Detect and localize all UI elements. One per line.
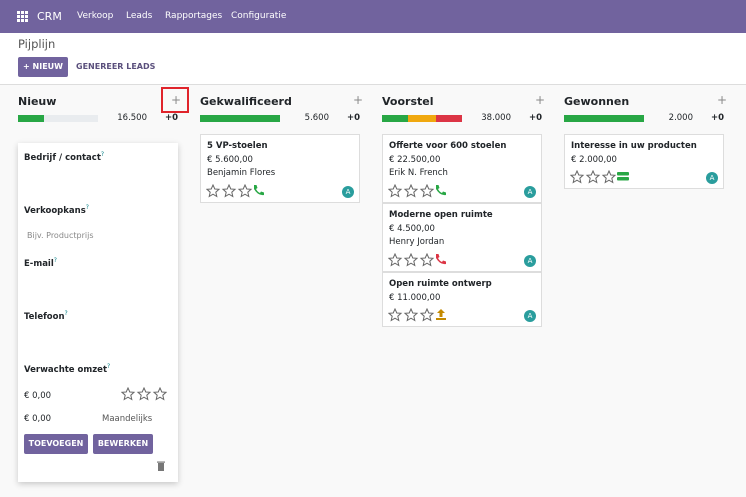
menu-item[interactable]: Configuratie (231, 11, 287, 21)
card-title: Interesse in uw producten (571, 141, 697, 151)
progress-segment[interactable] (564, 115, 644, 122)
progress-bar (18, 115, 98, 122)
help[interactable]: ? (53, 257, 57, 264)
column-amount: 38.000 (481, 113, 511, 123)
progress-segment[interactable] (18, 115, 45, 122)
column-delta: +0 (528, 113, 542, 123)
progress-bar (200, 115, 280, 122)
column-amount: 16.500 (117, 113, 147, 123)
card-amount: € 22.500,00 (389, 155, 441, 165)
lead-card[interactable]: Interesse in uw producten € 2.000,00 A (564, 134, 724, 189)
card-contact: Erik N. French (389, 168, 448, 178)
app-name[interactable]: CRM (37, 10, 62, 23)
column-title: Voorstel (382, 95, 434, 108)
avatar[interactable]: A (524, 255, 536, 267)
column-delta: +0 (346, 113, 360, 123)
apps-icon[interactable] (17, 11, 28, 22)
field-label: Telefoon? (24, 310, 68, 322)
help[interactable]: ? (64, 310, 68, 317)
lead-card[interactable]: Offerte voor 600 stoelen € 22.500,00 Erik … (382, 134, 542, 203)
field-label: Verkoopkans? (24, 204, 89, 216)
card-title: Offerte voor 600 stoelen (389, 141, 507, 151)
card-actions[interactable] (388, 308, 450, 322)
recurring-revenue[interactable]: € 0,00 (24, 414, 52, 424)
label-text: E-mail (24, 258, 54, 269)
card-actions[interactable] (388, 184, 450, 198)
avatar[interactable]: A (524, 310, 536, 322)
quick-add[interactable]: + (717, 93, 728, 107)
progress-segment[interactable] (408, 115, 436, 122)
highlight-box (161, 87, 189, 113)
help[interactable]: ? (107, 363, 111, 370)
card-contact: Benjamin Flores (207, 168, 276, 178)
lead-card[interactable]: 5 VP-stoelen € 5.600,00 Benjamin Flores A (200, 134, 360, 203)
card-actions[interactable] (570, 170, 632, 184)
progress-bar (564, 115, 644, 122)
card-amount: € 2.000,00 (571, 155, 617, 165)
field-label: Bedrijf / contact? (24, 151, 104, 163)
placeholder[interactable]: Bijv. Productprijs (27, 231, 94, 240)
add-button[interactable]: TOEVOEGEN (24, 434, 88, 454)
help[interactable]: ? (85, 204, 89, 211)
column-title: Gekwalificeerd (200, 95, 292, 108)
help[interactable]: ? (100, 151, 105, 158)
menu-item[interactable]: Rapportages (165, 11, 223, 21)
generate-leads-button[interactable]: GENEREER LEADS (76, 62, 156, 71)
card-amount: € 5.600,00 (207, 155, 253, 165)
quick-add[interactable]: + (171, 93, 182, 107)
navbar: CRM Verkoop Leads Rapportages Configurat… (0, 0, 746, 33)
card-amount: € 4.500,00 (389, 224, 435, 234)
label-text: Verkoopkans (24, 205, 86, 216)
column-delta: +0 (710, 113, 724, 123)
label-text: Telefoon (24, 311, 65, 322)
card-amount: € 11.000,00 (389, 293, 441, 303)
quick-add[interactable]: + (535, 93, 546, 107)
priority-stars[interactable] (121, 387, 167, 401)
progress-segment[interactable] (382, 115, 409, 122)
edit-button[interactable]: BEWERKEN (93, 434, 153, 454)
field-label: Verwachte omzet? (24, 363, 110, 375)
column-amount: 5.600 (304, 113, 329, 123)
revenue-value[interactable]: € 0,00 (24, 391, 52, 401)
menu-item[interactable]: Verkoop (77, 11, 114, 21)
breadcrumb: Pijplijn (18, 37, 56, 51)
lead-card[interactable]: Open ruimte ontwerp € 11.000,00 A (382, 272, 542, 327)
new-button[interactable]: + NIEUW (18, 57, 68, 77)
card-actions[interactable] (206, 184, 268, 198)
column-delta: +0 (164, 113, 178, 123)
column-title: Nieuw (18, 95, 57, 108)
column-title: Gewonnen (564, 95, 630, 108)
card-title: 5 VP-stoelen (207, 141, 268, 151)
progress-segment[interactable] (435, 115, 462, 122)
avatar[interactable]: A (342, 186, 354, 198)
card-contact: Henry Jordan (389, 237, 445, 247)
field-label: E-mail? (24, 257, 57, 269)
card-title: Open ruimte ontwerp (389, 279, 492, 289)
card-title: Moderne open ruimte (389, 210, 493, 220)
trash-icon[interactable] (157, 461, 165, 471)
quick-create-form: Bedrijf / contact? Verkoopkans? Bijv. Pr… (18, 143, 178, 482)
lead-card[interactable]: Moderne open ruimte € 4.500,00 Henry Jorda… (382, 203, 542, 272)
label-text: Verwachte omzet (24, 364, 108, 375)
label-text: Bedrijf / contact (24, 152, 101, 163)
progress-segment[interactable] (200, 115, 280, 122)
avatar[interactable]: A (524, 186, 536, 198)
progress-bar (382, 115, 462, 122)
column-amount: 2.000 (668, 113, 693, 123)
card-actions[interactable] (388, 253, 450, 267)
menu-item[interactable]: Leads (126, 11, 153, 21)
new-button-label: NIEUW (32, 62, 63, 71)
avatar[interactable]: A (706, 172, 718, 184)
recurring-plan[interactable]: Maandelijks (102, 414, 153, 424)
quick-add[interactable]: + (353, 93, 364, 107)
